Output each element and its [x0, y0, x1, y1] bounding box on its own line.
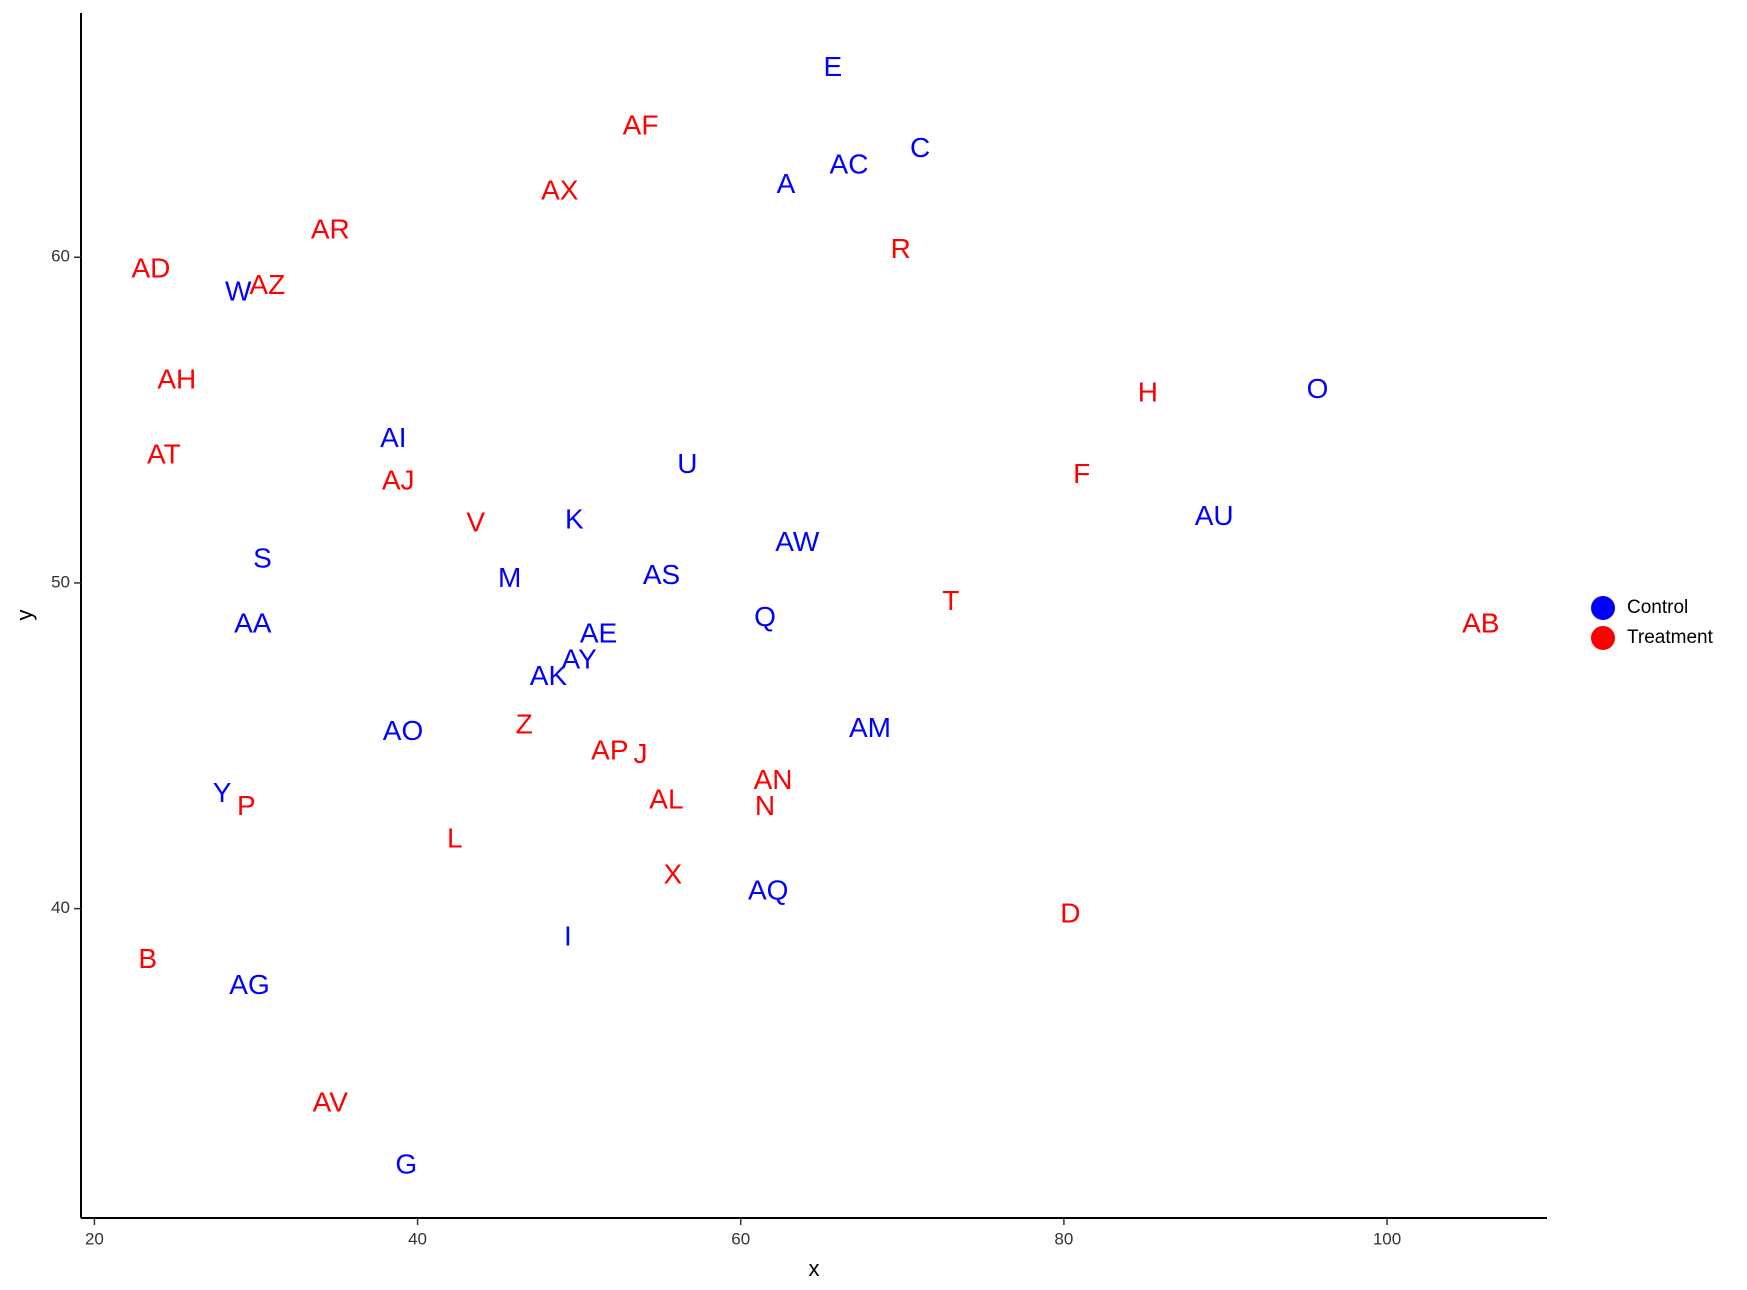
point-label: M [498, 562, 521, 593]
point-label: D [1060, 898, 1080, 929]
point-label: V [466, 507, 485, 538]
point-label: E [823, 51, 842, 82]
point-label: U [677, 448, 697, 479]
point-label: G [395, 1148, 417, 1179]
point-label: AO [383, 715, 423, 746]
point-label: Y [213, 777, 232, 808]
point-label: AJ [382, 464, 415, 495]
point-label: C [910, 132, 930, 163]
point-label: AX [541, 175, 579, 206]
point-label: O [1307, 373, 1329, 404]
point-label: AH [157, 363, 196, 394]
y-tick-label: 60 [51, 247, 70, 266]
point-label: AI [380, 422, 406, 453]
point-label: K [565, 503, 584, 534]
point-label: AR [311, 214, 350, 245]
point-label: S [253, 543, 272, 574]
point-label: I [564, 920, 572, 951]
point-label: AF [623, 109, 659, 140]
point-label: AL [649, 784, 683, 815]
point-label: Q [754, 601, 776, 632]
legend-label: Treatment [1627, 627, 1714, 648]
x-axis-title: x [809, 1256, 820, 1281]
legend-label: Control [1627, 597, 1688, 618]
point-label: AD [132, 253, 171, 284]
point-label: AC [830, 148, 869, 179]
y-tick-label: 40 [51, 898, 70, 917]
point-label: W [225, 275, 252, 306]
point-label: R [891, 233, 911, 264]
point-label: X [664, 858, 683, 889]
point-label: L [447, 823, 463, 854]
point-label: AG [229, 969, 269, 1000]
y-axis-title: y [12, 610, 37, 621]
point-label: B [138, 943, 157, 974]
point-label: AB [1462, 608, 1499, 639]
point-label: AS [643, 559, 680, 590]
point-label: AQ [748, 875, 788, 906]
point-label: AN [754, 764, 793, 795]
point-label: T [942, 585, 959, 616]
point-label: F [1073, 458, 1090, 489]
point-label: AV [313, 1086, 349, 1117]
point-label: AU [1195, 500, 1234, 531]
point-label: N [755, 790, 775, 821]
point-label: H [1138, 376, 1158, 407]
point-label: AK [530, 660, 568, 691]
x-tick-label: 80 [1054, 1229, 1073, 1248]
point-label: AT [147, 438, 181, 469]
point-label: AP [591, 735, 628, 766]
point-label: AA [234, 608, 272, 639]
x-tick-label: 40 [408, 1229, 427, 1248]
point-label: Z [516, 709, 533, 740]
x-tick-label: 60 [731, 1229, 750, 1248]
point-label: A [777, 168, 796, 199]
point-label: AY [562, 643, 598, 674]
point-label: P [237, 790, 256, 821]
point-label: AW [775, 526, 820, 557]
legend-swatch [1591, 626, 1615, 650]
y-tick-label: 50 [51, 572, 70, 591]
point-label: AE [580, 617, 617, 648]
x-tick-label: 20 [85, 1229, 104, 1248]
point-label: J [634, 738, 648, 769]
point-label: AM [849, 712, 891, 743]
point-label: AZ [249, 269, 285, 300]
legend-swatch [1591, 596, 1615, 620]
x-tick-label: 100 [1373, 1229, 1401, 1248]
